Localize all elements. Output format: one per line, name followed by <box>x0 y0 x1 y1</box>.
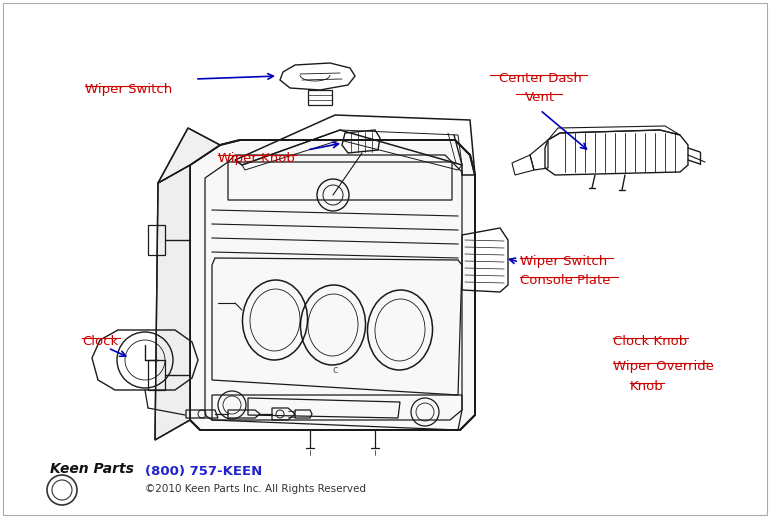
Text: Clock: Clock <box>82 335 119 348</box>
Text: (800) 757-KEEN: (800) 757-KEEN <box>145 465 263 478</box>
Text: Wiper Knob: Wiper Knob <box>218 152 295 165</box>
Text: Console Plate: Console Plate <box>520 274 611 287</box>
Polygon shape <box>190 140 475 430</box>
Polygon shape <box>155 165 190 440</box>
Text: Wiper Override: Wiper Override <box>613 360 714 373</box>
Text: Wiper Switch: Wiper Switch <box>85 83 172 96</box>
Text: Center Dash: Center Dash <box>498 72 581 85</box>
Polygon shape <box>158 128 220 183</box>
Text: Vent: Vent <box>525 91 555 104</box>
Text: Knob: Knob <box>630 380 664 393</box>
Text: Keen Parts: Keen Parts <box>50 462 134 476</box>
Text: Wiper Switch: Wiper Switch <box>520 255 608 268</box>
Text: ©2010 Keen Parts Inc. All Rights Reserved: ©2010 Keen Parts Inc. All Rights Reserve… <box>145 484 366 494</box>
Text: c: c <box>333 365 338 375</box>
Text: Clock Knob: Clock Knob <box>613 335 688 348</box>
